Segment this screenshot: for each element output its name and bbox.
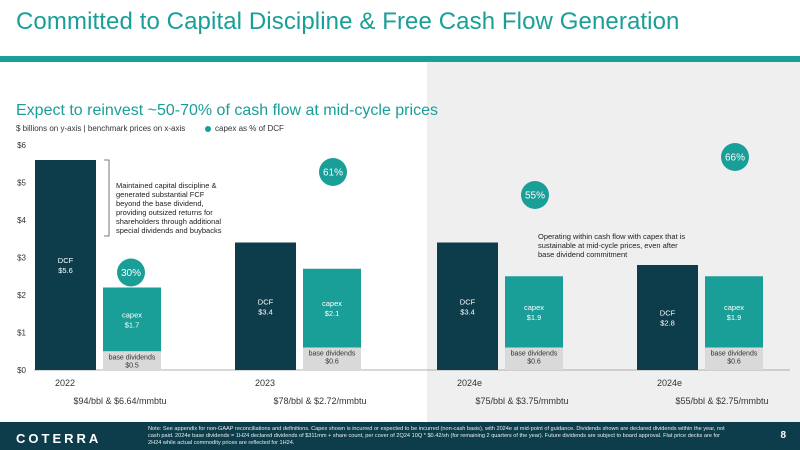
dcf-bar: [35, 160, 96, 370]
page-number: 8: [780, 430, 786, 441]
capex-value: $1.7: [125, 320, 140, 329]
year-label: 2024e: [657, 378, 682, 388]
capex-label: capex: [524, 303, 544, 312]
y-tick-label: $4: [17, 216, 26, 225]
capex-bar: [103, 287, 161, 352]
dividends-bar: [103, 351, 161, 370]
dividends-label: base dividends: [511, 351, 558, 358]
pct-label: 66%: [725, 153, 745, 164]
dividends-label: base dividends: [309, 351, 356, 358]
price-label: $78/bbl & $2.72/mmbtu: [273, 396, 366, 406]
dcf-bar: [235, 242, 296, 370]
capex-value: $1.9: [527, 313, 542, 322]
axis-note: $ billions on y-axis | benchmark prices …: [16, 124, 186, 133]
chart-subtitle: Expect to reinvest ~50-70% of cash flow …: [16, 102, 438, 119]
dividends-label: base dividends: [109, 354, 156, 361]
y-tick-label: $1: [17, 329, 26, 338]
dividends-value: $0.6: [727, 359, 741, 366]
dcf-value: $3.4: [258, 307, 273, 316]
price-label: $94/bbl & $6.64/mmbtu: [73, 396, 166, 406]
title-rule: [0, 56, 800, 62]
pct-bubble: [117, 258, 145, 287]
dividends-bar: [303, 347, 361, 370]
pct-label: 30%: [121, 268, 141, 279]
pct-bubble: [721, 143, 749, 171]
capex-value: $1.9: [727, 313, 742, 322]
pct-bubble: [319, 158, 347, 186]
legend: capex as % of DCF: [205, 124, 284, 133]
annotation-left: Maintained capital discipline & generate…: [116, 181, 222, 235]
dcf-bar: [437, 242, 498, 370]
dcf-bar: [637, 265, 698, 370]
dividends-value: $0.6: [325, 359, 339, 366]
pct-bubble: [521, 181, 549, 209]
capex-bar: [303, 268, 361, 348]
capex-value: $2.1: [325, 309, 340, 318]
capex-bar: [705, 276, 763, 348]
dividends-value: $0.6: [527, 359, 541, 366]
dcf-label: DCF: [58, 256, 74, 265]
dcf-label: DCF: [660, 309, 676, 318]
year-label: 2023: [255, 378, 275, 388]
annotation-right: Operating within cash flow with capex th…: [538, 232, 686, 259]
footer-bar: [0, 422, 800, 450]
dividends-bar: [505, 347, 563, 370]
y-tick-label: $3: [17, 254, 26, 263]
dcf-value: $3.4: [460, 307, 475, 316]
year-label: 2022: [55, 378, 75, 388]
capex-label: capex: [322, 299, 342, 308]
footnote: Note: See appendix for non-GAAP reconcil…: [148, 426, 725, 446]
annotation-bracket: [104, 159, 110, 237]
pct-label: 61%: [323, 168, 343, 179]
y-tick-label: $2: [17, 291, 26, 300]
legend-label: capex as % of DCF: [215, 124, 284, 133]
legend-dot-icon: [205, 125, 211, 132]
dividends-label: base dividends: [711, 351, 758, 358]
capex-label: capex: [724, 303, 744, 312]
dcf-value: $5.6: [58, 266, 73, 275]
pct-label: 55%: [525, 191, 545, 202]
company-logo: COTERRA: [16, 431, 102, 446]
y-tick-label: $0: [17, 366, 26, 375]
dividends-value: $0.5: [125, 362, 139, 369]
price-label: $75/bbl & $3.75/mmbtu: [475, 396, 568, 406]
page-title: Committed to Capital Discipline & Free C…: [16, 8, 680, 35]
price-label: $55/bbl & $2.75/mmbtu: [675, 396, 768, 406]
y-tick-label: $5: [17, 179, 26, 188]
capex-bar: [505, 276, 563, 348]
dcf-label: DCF: [460, 297, 476, 306]
capex-label: capex: [122, 310, 142, 319]
year-label: 2024e: [457, 378, 482, 388]
dividends-bar: [705, 347, 763, 370]
y-tick-label: $6: [17, 141, 26, 150]
dcf-label: DCF: [258, 297, 274, 306]
dcf-value: $2.8: [660, 319, 675, 328]
